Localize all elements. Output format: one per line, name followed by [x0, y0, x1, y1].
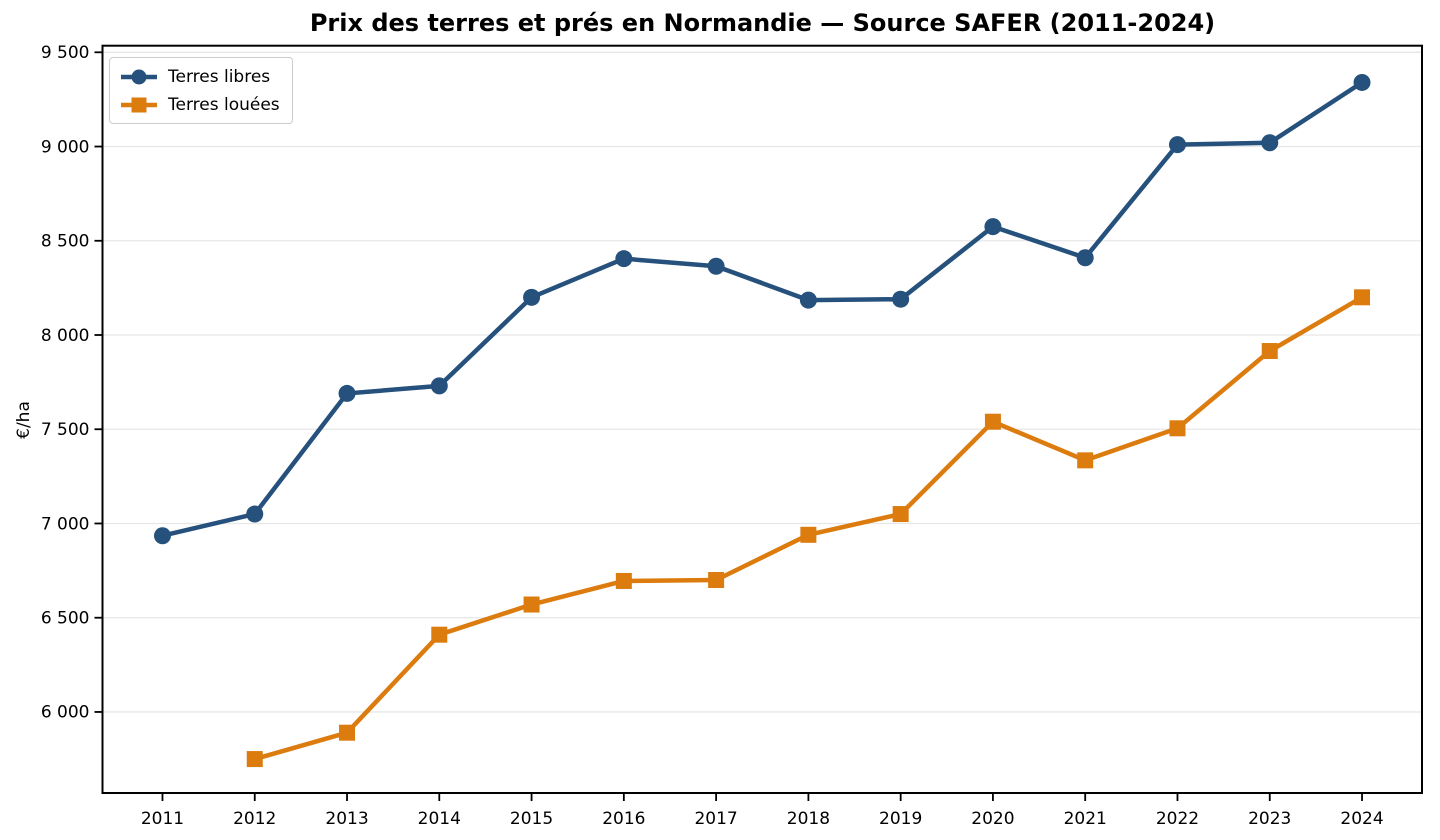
- y-tick-label-6500: 6 500: [41, 608, 90, 628]
- axes-frame: [101, 44, 1423, 794]
- marker-terres-louées-2022: [1169, 420, 1186, 437]
- x-tick-label-2016: 2016: [602, 809, 645, 829]
- marker-terres-louées-2015: [523, 596, 540, 613]
- marker-terres-libres-2023: [1261, 134, 1279, 152]
- y-tick-label-8000: 8 000: [41, 326, 90, 346]
- y-tick-label-8500: 8 500: [41, 232, 90, 252]
- chart-title: Prix des terres et prés en Normandie — S…: [309, 9, 1216, 37]
- x-tick-label-2013: 2013: [325, 809, 368, 829]
- line-circle-marker-icon: [121, 69, 157, 84]
- legend-square-marker: [131, 97, 147, 112]
- legend-label-terres-louees: Terres louées: [168, 94, 280, 115]
- x-tick-label-2015: 2015: [510, 809, 553, 829]
- x-tick-label-2024: 2024: [1340, 809, 1383, 829]
- y-tick-label-7500: 7 500: [41, 420, 90, 440]
- marker-terres-libres-2021: [1076, 249, 1094, 267]
- series-line-0: [160, 80, 1365, 538]
- y-tick-label-9000: 9 000: [41, 137, 90, 157]
- legend-item-terres-libres: Terres libres: [119, 65, 280, 88]
- marker-terres-louées-2017: [708, 572, 725, 589]
- marker-terres-libres-2024: [1353, 73, 1371, 91]
- marker-terres-louées-2020: [984, 413, 1001, 430]
- x-tick-label-2017: 2017: [694, 809, 737, 829]
- x-tick-label-2021: 2021: [1064, 809, 1107, 829]
- x-tick-label-2012: 2012: [233, 809, 276, 829]
- marker-terres-libres-2018: [799, 291, 817, 309]
- marker-terres-libres-2013: [338, 384, 356, 402]
- marker-terres-libres-2022: [1168, 136, 1186, 154]
- marker-terres-libres-2019: [892, 290, 910, 308]
- y-tick-label-6000: 6 000: [41, 703, 90, 723]
- marker-terres-louées-2012: [246, 751, 263, 768]
- marker-terres-louées-2016: [615, 572, 632, 589]
- marker-terres-louées-2013: [339, 724, 356, 741]
- marker-terres-libres-2020: [984, 218, 1002, 236]
- x-tick-label-2018: 2018: [787, 809, 830, 829]
- legend-circle-marker: [131, 69, 147, 84]
- x-tick-label-2014: 2014: [418, 809, 461, 829]
- marker-terres-libres-2015: [523, 288, 541, 306]
- marker-terres-libres-2012: [246, 505, 264, 523]
- y-tick-label-7000: 7 000: [41, 514, 90, 534]
- marker-terres-louées-2024: [1354, 289, 1371, 306]
- marker-terres-louées-2018: [800, 526, 817, 543]
- marker-terres-louées-2019: [892, 506, 909, 523]
- legend: Terres libres Terres louées: [109, 57, 293, 124]
- marker-terres-libres-2017: [707, 257, 725, 275]
- marker-terres-louées-2021: [1077, 452, 1094, 469]
- marker-terres-louées-2014: [431, 626, 448, 643]
- line-square-marker-icon: [121, 97, 157, 112]
- marker-terres-louées-2023: [1261, 343, 1278, 360]
- x-tick-label-2020: 2020: [971, 809, 1014, 829]
- x-tick-label-2023: 2023: [1248, 809, 1291, 829]
- legend-label-terres-libres: Terres libres: [168, 66, 271, 87]
- y-tick-label-9500: 9 500: [41, 43, 90, 63]
- marker-terres-libres-2016: [615, 250, 633, 268]
- x-tick-label-2022: 2022: [1156, 809, 1199, 829]
- marker-terres-libres-2014: [430, 377, 448, 395]
- x-tick-label-2019: 2019: [879, 809, 922, 829]
- marker-terres-libres-2011: [153, 527, 171, 545]
- x-tick-label-2011: 2011: [141, 809, 184, 829]
- legend-item-terres-louees: Terres louées: [119, 93, 280, 116]
